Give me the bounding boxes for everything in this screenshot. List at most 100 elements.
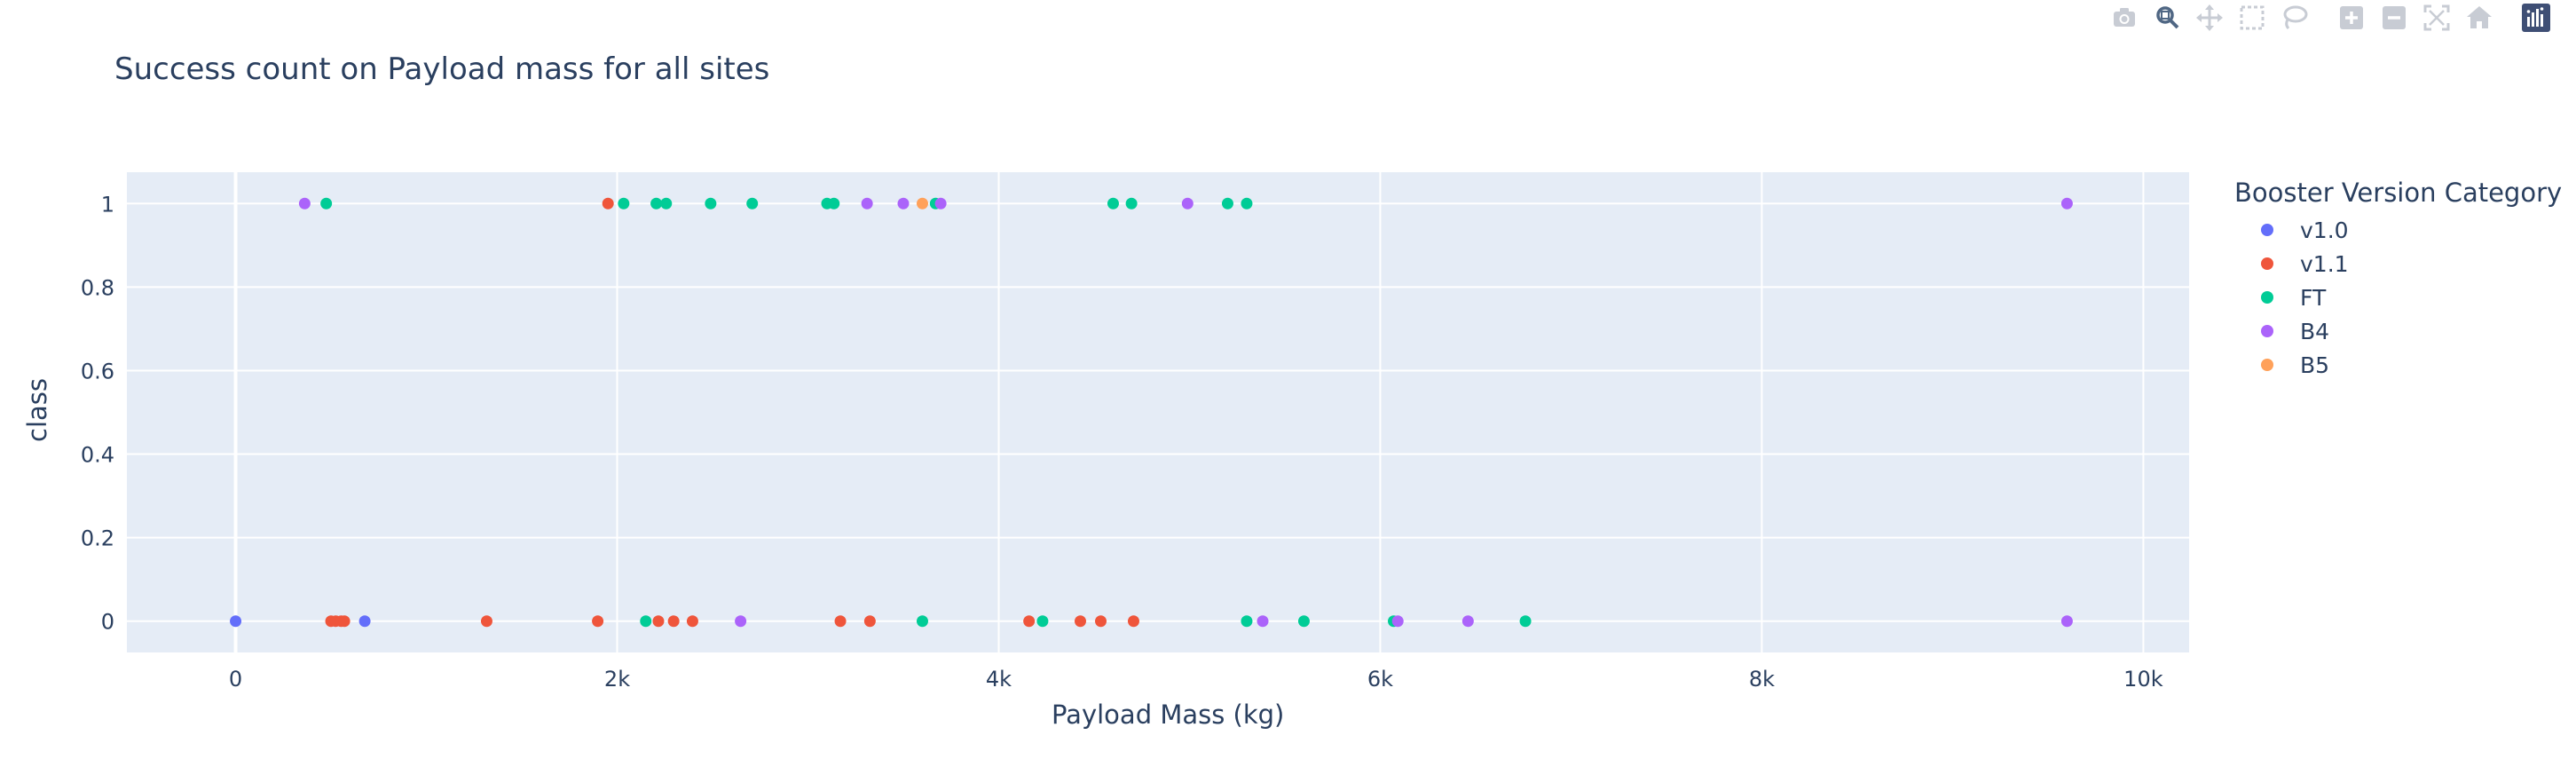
legend-item[interactable]: FT (2234, 281, 2562, 314)
data-point[interactable] (652, 615, 665, 628)
data-point[interactable] (640, 615, 652, 628)
data-point[interactable] (592, 615, 604, 628)
y-axis-title: class (22, 378, 52, 442)
box-select-button[interactable] (2236, 2, 2268, 34)
y-tick-label: 1 (101, 192, 114, 217)
data-point[interactable] (861, 197, 873, 210)
x-axis-title: Payload Mass (kg) (1052, 700, 1285, 730)
plotly-logo-icon (2522, 4, 2550, 32)
y-tick-label: 0.2 (81, 526, 114, 551)
legend-marker (2261, 359, 2273, 371)
legend-item[interactable]: v1.1 (2234, 247, 2562, 281)
data-point[interactable] (1075, 615, 1087, 628)
camera-button[interactable] (2108, 2, 2140, 34)
series-v1-1 (325, 197, 1139, 628)
data-point[interactable] (934, 197, 947, 210)
data-point[interactable] (1297, 615, 1310, 628)
legend-marker (2261, 325, 2273, 337)
data-point[interactable] (1125, 197, 1138, 210)
x-tick-label: 0 (229, 667, 242, 692)
data-point[interactable] (660, 197, 673, 210)
zoom-in-icon (2340, 6, 2363, 29)
legend-item[interactable]: B5 (2234, 348, 2562, 382)
x-tick-labels: 0 2k 4k 6k 8k 10k (229, 667, 2163, 692)
data-point[interactable] (1256, 615, 1269, 628)
plotly-logo-button[interactable] (2520, 2, 2552, 34)
x-tick-label: 10k (2123, 667, 2163, 692)
series-B5 (916, 197, 928, 210)
reset-axes-icon (2467, 6, 2492, 28)
legend-item[interactable]: B4 (2234, 314, 2562, 348)
data-point[interactable] (1461, 615, 1474, 628)
zoom-button[interactable] (2151, 2, 2183, 34)
autoscale-button[interactable] (2421, 2, 2453, 34)
camera-icon (2114, 8, 2135, 27)
y-gridlines (127, 202, 2189, 622)
legend-label: v1.1 (2300, 250, 2349, 277)
data-point[interactable] (1181, 197, 1193, 210)
data-point[interactable] (1241, 615, 1253, 628)
data-point[interactable] (1127, 615, 1139, 628)
data-point[interactable] (667, 615, 680, 628)
legend-label: v1.0 (2300, 217, 2349, 243)
plot-background[interactable] (127, 172, 2189, 652)
modebar (2103, 0, 2557, 36)
data-point[interactable] (1036, 615, 1049, 628)
legend-item[interactable]: v1.0 (2234, 213, 2562, 247)
data-point[interactable] (916, 197, 928, 210)
data-point[interactable] (863, 615, 876, 628)
data-points (230, 197, 2073, 628)
zoom-in-button[interactable] (2336, 2, 2367, 34)
data-point[interactable] (828, 197, 840, 210)
zoom-out-icon (2383, 6, 2406, 29)
data-point[interactable] (602, 197, 614, 210)
data-point[interactable] (298, 197, 311, 210)
data-point[interactable] (320, 197, 333, 210)
data-point[interactable] (1107, 197, 1119, 210)
y-tick-label: 0.6 (81, 359, 114, 383)
zoom-out-button[interactable] (2378, 2, 2410, 34)
data-point[interactable] (358, 615, 371, 628)
data-point[interactable] (1221, 197, 1233, 210)
data-point[interactable] (735, 615, 747, 628)
data-point[interactable] (480, 615, 492, 628)
data-point[interactable] (1095, 615, 1107, 628)
legend-marker (2261, 291, 2273, 304)
data-point[interactable] (897, 197, 910, 210)
y-tick-label: 0.8 (81, 275, 114, 300)
series-B4 (298, 197, 2073, 628)
legend: Booster Version Category v1.0 v1.1 FT B4 B5 (2234, 178, 2562, 382)
data-point[interactable] (338, 615, 351, 628)
lasso-select-button[interactable] (2279, 2, 2311, 34)
data-point[interactable] (1519, 615, 1532, 628)
box-select-icon (2240, 5, 2265, 30)
x-tick-label: 8k (1749, 667, 1775, 692)
y-tick-label: 0 (101, 610, 114, 635)
data-point[interactable] (1391, 615, 1404, 628)
data-point[interactable] (2060, 197, 2073, 210)
pan-button[interactable] (2194, 2, 2225, 34)
legend-marker (2261, 257, 2273, 270)
autoscale-icon (2423, 4, 2450, 31)
legend-label: B4 (2300, 318, 2330, 344)
data-point[interactable] (1241, 197, 1253, 210)
legend-marker (2261, 224, 2273, 236)
series-v1-0 (230, 615, 371, 628)
x-tick-label: 2k (604, 667, 630, 692)
data-point[interactable] (650, 197, 663, 210)
legend-label: B5 (2300, 352, 2330, 378)
data-point[interactable] (746, 197, 759, 210)
data-point[interactable] (618, 197, 630, 210)
data-point[interactable] (916, 615, 928, 628)
data-point[interactable] (705, 197, 717, 210)
data-point[interactable] (834, 615, 847, 628)
data-point[interactable] (230, 615, 242, 628)
reset-axes-button[interactable] (2463, 2, 2495, 34)
data-point[interactable] (2060, 615, 2073, 628)
data-point[interactable] (1023, 615, 1036, 628)
x-gridlines (233, 172, 2145, 652)
legend-label: FT (2300, 284, 2327, 311)
data-point[interactable] (686, 615, 698, 628)
pan-icon (2196, 4, 2223, 31)
